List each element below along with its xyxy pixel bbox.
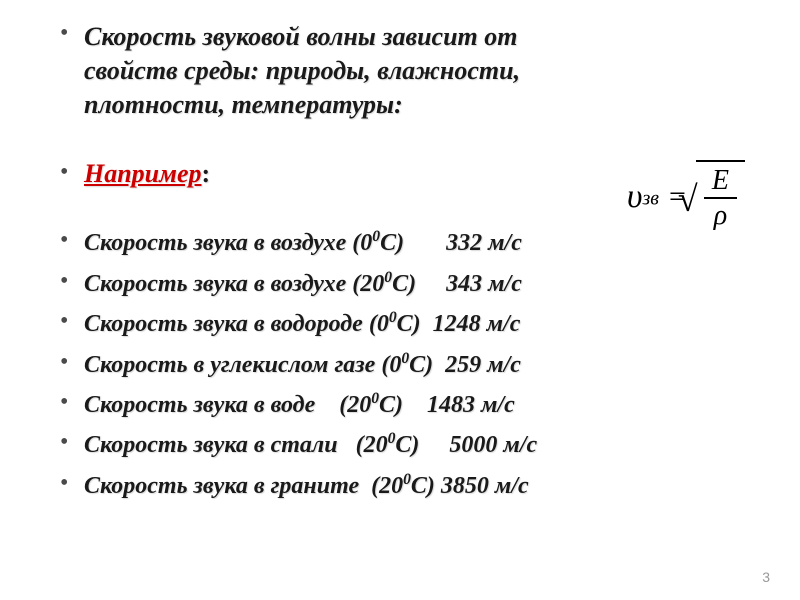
data-row-text: Скорость звука в воде (200С) 1483 м/с [84,392,515,418]
data-row: Скорость звука в стали (200С) 5000 м/с [60,429,760,461]
heading-block: Скорость звуковой волны зависит от свойс… [60,20,760,121]
data-row-text: Скорость звука в стали (200С) 5000 м/с [84,432,537,458]
data-row-text: Скорость звука в водороде (00С) 1248 м/с [84,311,520,337]
temp-base: 20 [360,271,384,297]
row-value: 5000 м/с [449,432,537,458]
temp-base: 20 [347,392,371,418]
data-row: Скорость звука в граните (200С) 3850 м/с [60,470,760,502]
formula-subscript: зв [642,188,658,210]
heading-line3: плотности, температуры: [84,88,760,122]
paren-close: ) [413,311,421,337]
temp-exponent: 0 [401,350,409,367]
heading-line2-italic: природы, влажности, [266,56,520,85]
paren-open: ( [371,473,379,499]
heading-line2: свойств среды: природы, влажности, [84,54,760,88]
row-value: 332 м/с [446,230,522,256]
row-value: 343 м/с [446,271,522,297]
paren-open: ( [356,432,364,458]
gap [421,311,433,337]
temp-unit: С [392,271,408,297]
gap [416,271,446,297]
temp-base: 20 [379,473,403,499]
temp-base: 0 [377,311,389,337]
row-value: 1248 м/с [433,311,521,337]
gap [404,230,446,256]
gap [419,432,449,458]
row-label: Скорость звука в воде [84,392,339,418]
sqrt-container: √ E ρ [696,160,745,234]
formula-block: υзв = √ E ρ [627,160,745,234]
page-number: 3 [762,569,770,585]
temp-exponent: 0 [371,390,379,407]
paren-open: ( [369,311,377,337]
temp-unit: С [395,432,411,458]
heading-line1: Скорость звуковой волны зависит от [84,20,760,54]
data-row: Скорость звука в воздухе (00С) 332 м/с [60,227,760,259]
paren-close: ) [396,230,404,256]
temp-unit: С [379,392,395,418]
temp-unit: С [409,352,425,378]
data-row-text: Скорость звука в воздухе (00С) 332 м/с [84,230,522,256]
temp-base: 20 [364,432,388,458]
row-label: Скорость в углекислом газе [84,352,381,378]
data-row: Скорость звука в воздухе (200С) 343 м/с [60,268,760,300]
data-row-text: Скорость звука в воздухе (200С) 343 м/с [84,271,522,297]
sqrt-symbol: √ [678,178,698,220]
paren-close: ) [425,352,433,378]
row-label: Скорость звука в водороде [84,311,369,337]
temp-unit: С [411,473,427,499]
row-value: 259 м/с [445,352,521,378]
fraction-numerator: E [704,166,737,199]
data-row-text: Скорость звука в граните (200С) 3850 м/с [84,473,529,499]
fraction: E ρ [704,166,737,232]
data-row: Скорость звука в водороде (00С) 1248 м/с [60,308,760,340]
temp-base: 0 [389,352,401,378]
formula-variable: υ [627,178,643,215]
data-row: Скорость звука в воде (200С) 1483 м/с [60,389,760,421]
gap [433,352,445,378]
temp-exponent: 0 [384,269,392,286]
paren-close: ) [408,271,416,297]
row-label: Скорость звука в воздухе [84,271,352,297]
row-label: Скорость звука в граните [84,473,371,499]
data-rows-container: Скорость звука в воздухе (00С) 332 м/сСк… [60,227,760,502]
temp-unit: С [397,311,413,337]
row-value: 3850 м/с [441,473,529,499]
data-row: Скорость в углекислом газе (00С) 259 м/с [60,349,760,381]
temp-exponent: 0 [372,228,380,245]
sqrt-bar: E ρ [696,160,745,234]
row-label: Скорость звука в стали [84,432,356,458]
temp-base: 0 [360,230,372,256]
example-colon: : [202,159,211,188]
row-label: Скорость звука в воздухе [84,230,352,256]
data-row-text: Скорость в углекислом газе (00С) 259 м/с [84,352,521,378]
paren-close: ) [395,392,403,418]
paren-close: ) [427,473,435,499]
example-label: Например [84,159,202,188]
temp-exponent: 0 [389,309,397,326]
heading-line2-plain: свойств среды: [84,56,266,85]
temp-unit: С [380,230,396,256]
row-value: 1483 м/с [427,392,515,418]
gap [403,392,427,418]
temp-exponent: 0 [403,471,411,488]
